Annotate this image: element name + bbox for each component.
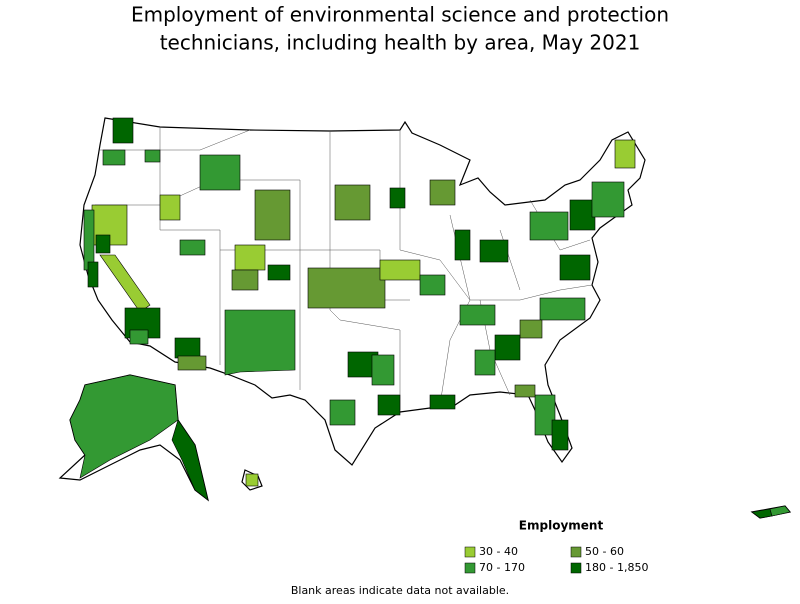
area [231, 269, 259, 291]
state-line [449, 214, 593, 301]
legend-label: 50 - 60 [585, 545, 624, 558]
area [389, 187, 406, 209]
legend-label: 30 - 40 [479, 545, 518, 558]
area [87, 261, 99, 288]
area [144, 149, 161, 163]
area [234, 244, 266, 271]
area [254, 189, 291, 241]
area [751, 508, 773, 519]
title-line: technicians, including health by area, M… [160, 31, 641, 55]
state-line [220, 249, 410, 301]
legend-title: Employment [519, 519, 604, 533]
area [529, 211, 569, 241]
area [534, 394, 556, 436]
area [224, 309, 296, 376]
area [474, 349, 496, 376]
area [371, 354, 395, 386]
area [539, 297, 586, 321]
area [267, 264, 291, 281]
legend-label: 70 - 170 [479, 561, 525, 574]
area [551, 419, 569, 451]
area [174, 337, 201, 359]
legend-swatch [464, 546, 476, 558]
area [377, 394, 401, 416]
area [69, 374, 179, 479]
area [112, 117, 134, 144]
area [95, 234, 111, 254]
state-line [95, 179, 301, 390]
area [379, 259, 421, 281]
state-line [399, 130, 471, 406]
legend-swatch [570, 546, 582, 558]
legend-label: 180 - 1,850 [585, 561, 648, 574]
area [99, 254, 151, 313]
area [419, 274, 446, 296]
area [245, 473, 259, 487]
area [479, 239, 509, 263]
footnote: Blank areas indicate data not available. [291, 584, 509, 597]
map [58, 117, 792, 519]
area [179, 239, 206, 256]
area [334, 184, 371, 221]
legend-swatch [464, 562, 476, 574]
area [429, 179, 456, 206]
legend-swatch [570, 562, 582, 574]
area [159, 194, 181, 221]
area [459, 304, 496, 326]
title-line: Employment of environmental science and … [131, 3, 669, 27]
state-line [159, 127, 221, 365]
area [307, 267, 386, 309]
area [129, 329, 149, 345]
area [514, 384, 536, 398]
area [559, 254, 591, 281]
area [454, 229, 471, 261]
area [329, 399, 356, 426]
area [171, 419, 209, 501]
area [519, 319, 543, 339]
area [769, 505, 791, 517]
state-line [329, 131, 401, 410]
area [199, 154, 241, 191]
area [429, 394, 456, 410]
area [614, 139, 636, 169]
area [102, 149, 126, 166]
state-line [100, 129, 251, 151]
area [177, 355, 207, 371]
area [569, 199, 596, 231]
area [83, 209, 95, 271]
area [494, 334, 521, 361]
legend: 30 - 40 50 - 60 70 - 170 180 - 1,850 [464, 545, 648, 574]
area [591, 181, 625, 218]
